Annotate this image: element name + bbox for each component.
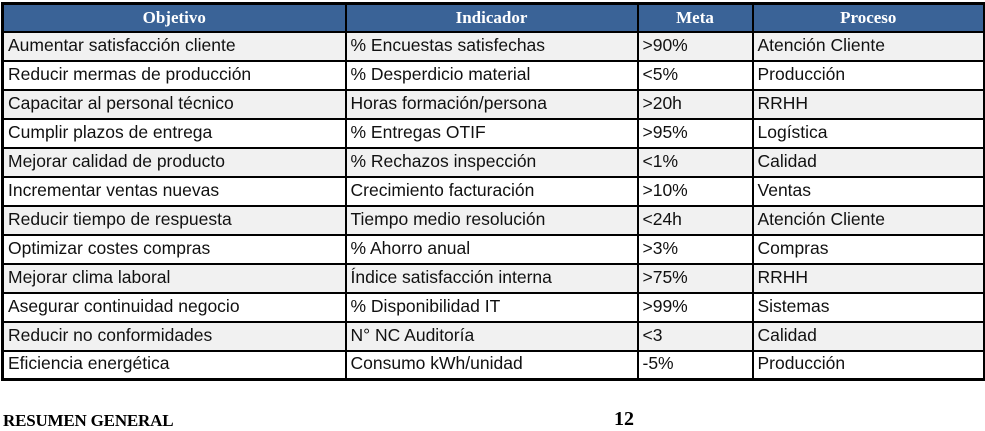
cell-objetivo: Asegurar continuidad negocio [1, 291, 347, 323]
cell-indicador: % Desperdicio material [344, 59, 639, 91]
cell-proceso: RRHH [751, 88, 985, 120]
cell-objetivo: Incrementar ventas nuevas [1, 175, 347, 207]
kpi-table-body: Aumentar satisfacción cliente% Encuestas… [1, 30, 985, 381]
cell-objetivo: Mejorar clima laboral [1, 262, 347, 294]
kpi-table: Objetivo Indicador Meta Proceso Aumentar… [1, 2, 985, 381]
cell-meta: >20h [636, 88, 754, 120]
cell-indicador: % Ahorro anual [344, 233, 639, 265]
table-row: Capacitar al personal técnico Horas forma… [1, 88, 985, 120]
page-number: 12 [614, 408, 634, 430]
cell-indicador: % Entregas OTIF [344, 117, 639, 149]
cell-proceso: Compras [751, 233, 985, 265]
cell-proceso: Logística [751, 117, 985, 149]
cell-objetivo: Reducir tiempo de respuesta [1, 204, 347, 236]
cell-meta: >10% [636, 175, 754, 207]
table-row: Mejorar calidad de producto% Rechazos in… [1, 146, 985, 178]
cell-proceso: Producción [751, 349, 985, 381]
table-row: Reducir mermas de producción% Desperdici… [1, 59, 985, 91]
cell-proceso: Sistemas [751, 291, 985, 323]
header-row: Objetivo Indicador Meta Proceso [1, 2, 985, 33]
cell-indicador: Crecimiento facturación [344, 175, 639, 207]
cell-meta: >95% [636, 117, 754, 149]
cell-meta: -5% [636, 349, 754, 381]
column-header-indicador: Indicador [344, 2, 639, 33]
table-row: Asegurar continuidad negocio% Disponibil… [1, 291, 985, 323]
cell-meta: >75% [636, 262, 754, 294]
cell-objetivo: Cumplir plazos de entrega [1, 117, 347, 149]
cell-meta: <24h [636, 204, 754, 236]
cell-meta: <3 [636, 320, 754, 352]
cell-indicador: Horas formación/persona [344, 88, 639, 120]
cell-meta: >3% [636, 233, 754, 265]
cell-meta: <5% [636, 59, 754, 91]
table-row: Reducir tiempo de respuesta Tiempo medio … [1, 204, 985, 236]
column-header-meta: Meta [636, 2, 754, 33]
cell-indicador: % Rechazos inspección [344, 146, 639, 178]
table-row: Reducir no conformidades N° NC Auditoría <… [1, 320, 985, 352]
cell-indicador: Tiempo medio resolución [344, 204, 639, 236]
table-row: Cumplir plazos de entrega% Entregas OTIF… [1, 117, 985, 149]
cell-indicador: % Encuestas satisfechas [344, 30, 639, 62]
cell-proceso: Atención Cliente [751, 30, 985, 62]
column-header-proceso: Proceso [751, 2, 985, 33]
cell-objetivo: Eficiencia energética [1, 349, 347, 381]
table-row: Mejorar clima laboral Índice satisfacción… [1, 262, 985, 294]
cell-proceso: RRHH [751, 262, 985, 294]
cell-proceso: Calidad [751, 320, 985, 352]
cell-proceso: Ventas [751, 175, 985, 207]
cell-meta: >90% [636, 30, 754, 62]
cell-objetivo: Reducir mermas de producción [1, 59, 347, 91]
table-row: Aumentar satisfacción cliente% Encuestas… [1, 30, 985, 62]
cell-indicador: Consumo kWh/unidad [344, 349, 639, 381]
cell-indicador: % Disponibilidad IT [344, 291, 639, 323]
table-row: Eficiencia energética Consumo kWh/unidad -… [1, 349, 985, 381]
column-header-objetivo: Objetivo [1, 2, 347, 33]
cell-meta: >99% [636, 291, 754, 323]
kpi-table-header: Objetivo Indicador Meta Proceso [1, 2, 985, 33]
table-row: Incrementar ventas nuevas Crecimiento fac… [1, 175, 985, 207]
cell-proceso: Calidad [751, 146, 985, 178]
cell-objetivo: Capacitar al personal técnico [1, 88, 347, 120]
table-row: Optimizar costes compras% Ahorro anual >3… [1, 233, 985, 265]
summary-footer-label: RESUMEN GENERAL [3, 411, 174, 430]
cell-indicador: N° NC Auditoría [344, 320, 639, 352]
cell-indicador: Índice satisfacción interna [344, 262, 639, 294]
cell-objetivo: Reducir no conformidades [1, 320, 347, 352]
cell-objetivo: Aumentar satisfacción cliente [1, 30, 347, 62]
cell-objetivo: Optimizar costes compras [1, 233, 347, 265]
cell-proceso: Producción [751, 59, 985, 91]
cell-proceso: Atención Cliente [751, 204, 985, 236]
cell-meta: <1% [636, 146, 754, 178]
cell-objetivo: Mejorar calidad de producto [1, 146, 347, 178]
